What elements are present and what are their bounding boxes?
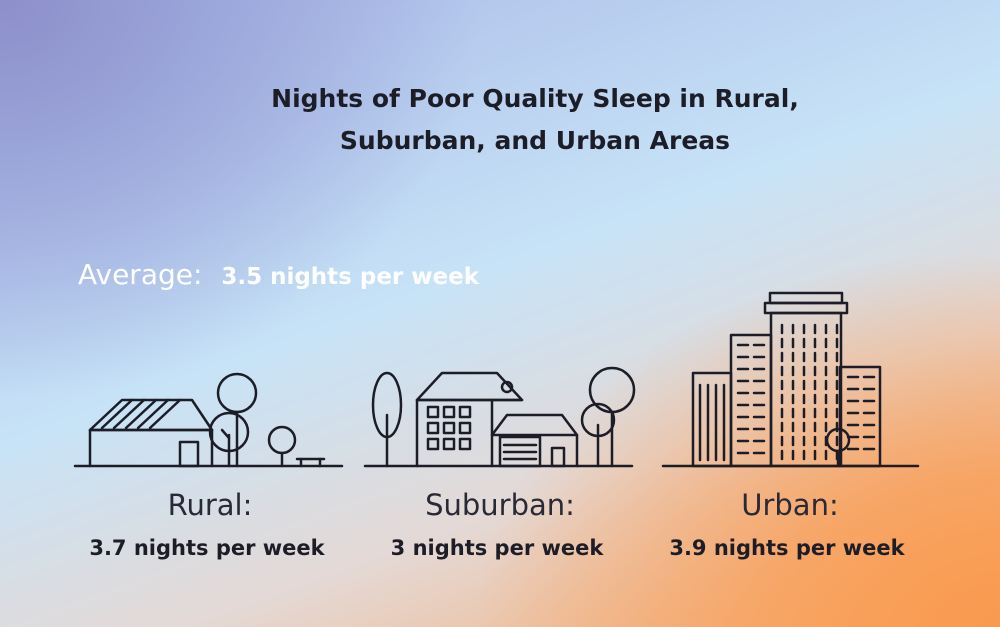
suburban-value: 3 nights per week xyxy=(390,536,604,560)
urban-value: 3.9 nights per week xyxy=(669,536,905,560)
average-value: 3.5 nights per week xyxy=(221,264,480,290)
page-title: Nights of Poor Quality Sleep in Rural, S… xyxy=(0,78,1000,162)
average-label: Average: xyxy=(78,258,203,291)
rural-value: 3.7 nights per week xyxy=(89,536,325,560)
average-row: Average: 3.5 nights per week xyxy=(78,258,479,291)
urban-label: Urban: xyxy=(741,488,839,522)
suburban-houses-icon xyxy=(363,366,636,468)
farmhouse-icon xyxy=(73,372,344,468)
city-buildings-icon xyxy=(661,291,920,468)
rural-label: Rural: xyxy=(167,488,253,522)
title-line-2: Suburban, and Urban Areas xyxy=(339,126,731,155)
suburban-label: Suburban: xyxy=(425,488,575,522)
title-line-1: Nights of Poor Quality Sleep in Rural, xyxy=(271,84,799,113)
